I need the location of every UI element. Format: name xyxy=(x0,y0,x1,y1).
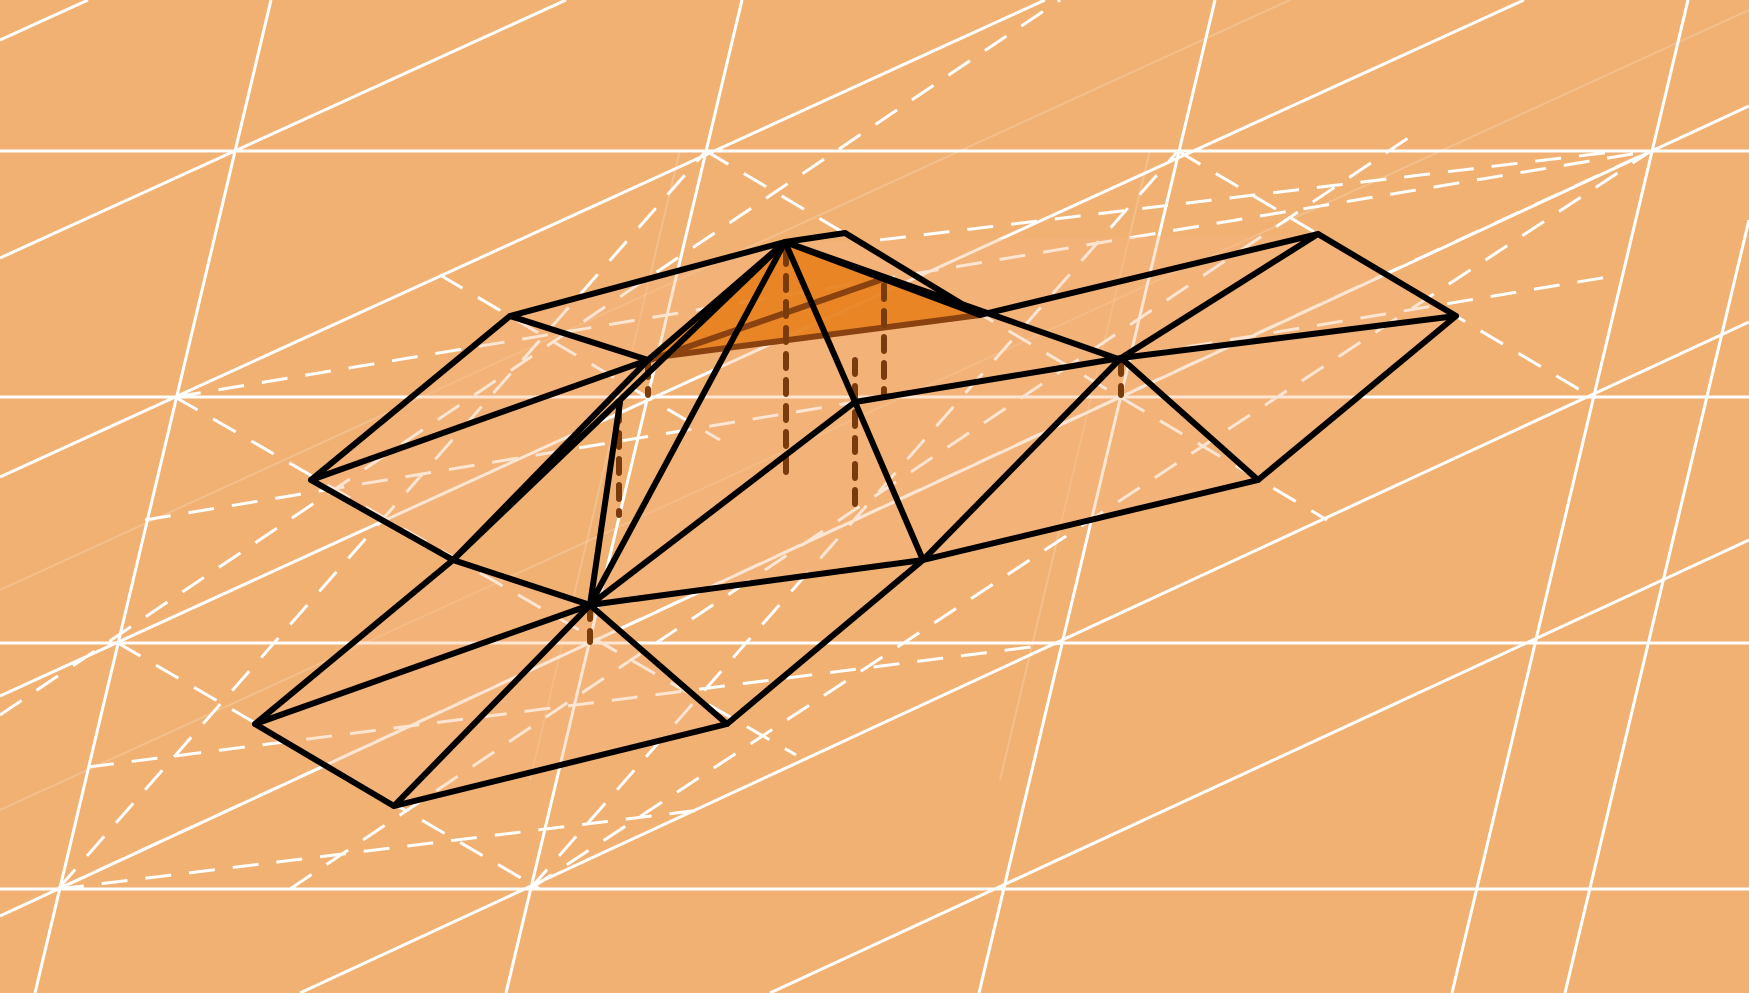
highlighted-edge xyxy=(647,312,983,361)
grid-faint-lines xyxy=(0,0,1749,811)
grid-steep-lines xyxy=(33,0,1749,993)
highlighted-edge xyxy=(647,277,883,363)
projection-lines xyxy=(587,247,1124,645)
mesh-edges xyxy=(252,230,1459,809)
